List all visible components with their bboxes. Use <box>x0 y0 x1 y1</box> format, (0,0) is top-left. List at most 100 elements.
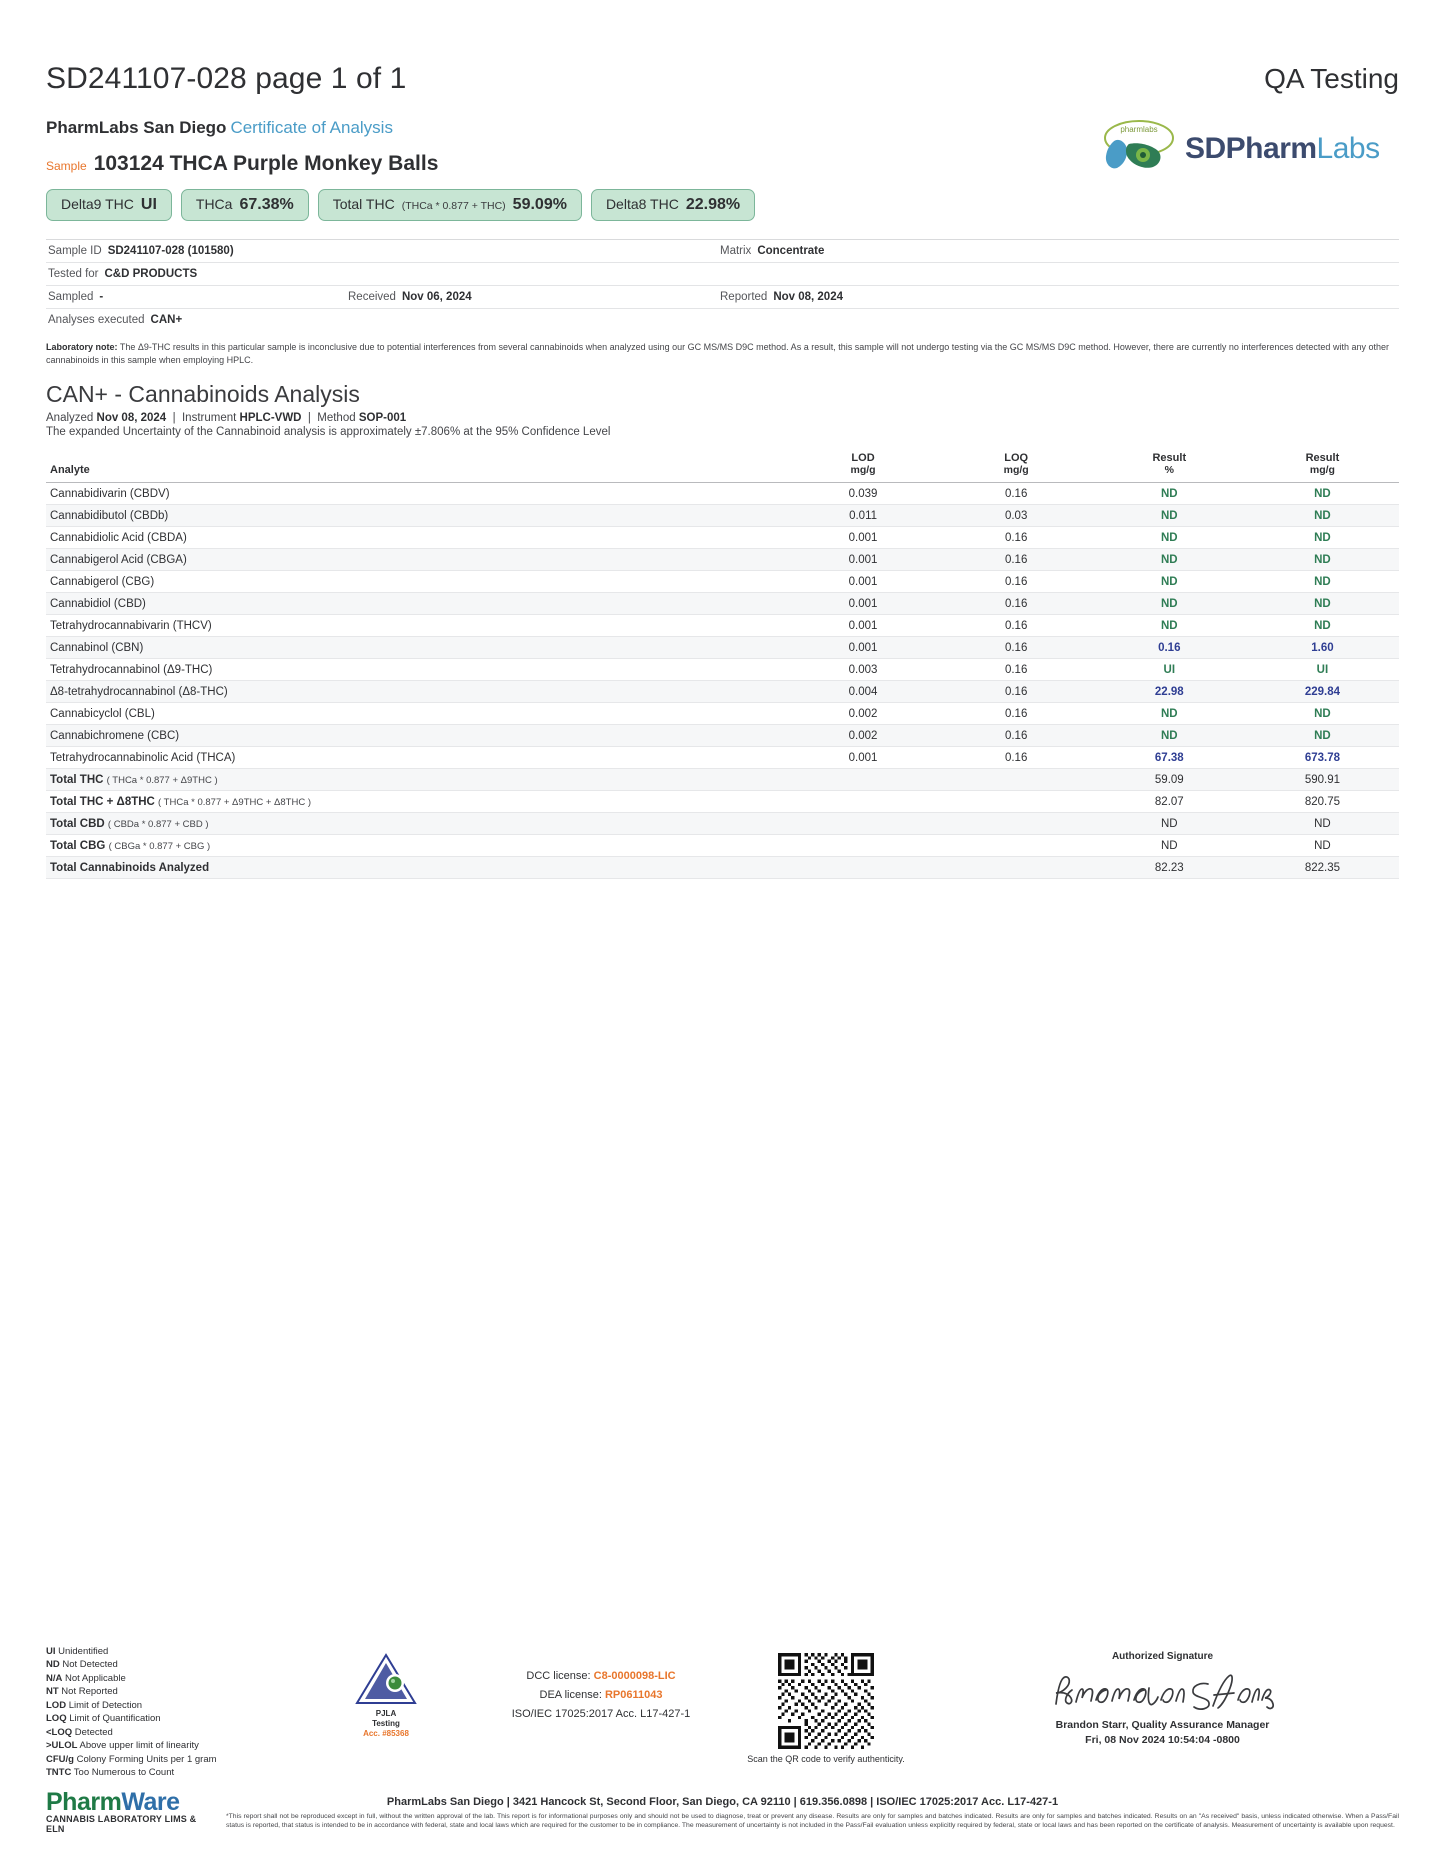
logo-word-labs: Labs <box>1316 132 1381 165</box>
cell-loq: 0.16 <box>939 702 1093 726</box>
qr-code-icon[interactable] <box>778 1652 874 1749</box>
cell-analyte: Cannabichromene (CBC) <box>46 724 787 748</box>
legend-abbr: N/A <box>46 1672 63 1684</box>
pjla-accreditation: PJLA Testing Acc. #85368 <box>296 1645 476 1738</box>
cell-result-percent: UI <box>1092 658 1246 682</box>
sample-tag: Sample <box>46 159 87 173</box>
table-row: Cannabicyclol (CBL) 0.002 0.16 ND ND <box>46 702 1399 726</box>
badge-value: UI <box>140 196 157 213</box>
cell-lod: 0.002 <box>786 724 940 748</box>
legend-item: LOD Limit of Detection <box>46 1699 296 1712</box>
badge-label: THCa <box>195 196 233 212</box>
cell-result-mgg: ND <box>1245 548 1399 572</box>
qr-caption: Scan the QR code to verify authenticity. <box>747 1753 905 1764</box>
dcc-license-row: DCC license: C8-0000098-LIC <box>476 1667 726 1686</box>
table-row: Cannabidiol (CBD) 0.001 0.16 ND ND <box>46 592 1399 616</box>
legend-item: <LOQ Detected <box>46 1726 296 1739</box>
cell-loq: 0.16 <box>939 614 1093 638</box>
table-row: Δ8-tetrahydrocannabinol (Δ8-THC) 0.004 0.1… <box>46 680 1399 704</box>
cell-lod <box>786 790 940 814</box>
legend-desc: Above upper limit of linearity <box>77 1740 199 1752</box>
legend-abbr: LOD <box>46 1699 67 1711</box>
badge-total-thc: Total THC (THCa * 0.877 + THC) 59.09% <box>317 189 582 221</box>
legend-item: TNTC Too Numerous to Count <box>46 1766 296 1779</box>
matrix-label: Matrix <box>720 245 752 257</box>
table-row: Cannabidivarin (CBDV) 0.039 0.16 ND ND <box>46 482 1399 506</box>
cell-total-label: Total THC + Δ8THC ( THCa * 0.877 + Δ9THC… <box>46 790 787 814</box>
cell-loq <box>939 834 1093 858</box>
lab-name-line: PharmLabs San Diego Certificate of Analys… <box>46 118 1399 138</box>
sample-id-label: Sample ID <box>48 245 102 257</box>
cell-lod: 0.001 <box>786 526 940 550</box>
pjla-sub: Testing <box>372 1718 400 1728</box>
dea-license-row: DEA license: RP0611043 <box>476 1686 726 1705</box>
result-mgg-label: Result <box>1305 452 1340 465</box>
legend-abbr: CFU/g <box>46 1753 74 1765</box>
cell-total-label: Total CBG ( CBGa * 0.877 + CBG ) <box>46 834 787 858</box>
cell-result-percent: ND <box>1092 702 1246 726</box>
pharmware-word-pharm: Pharm <box>46 1788 122 1816</box>
cell-lod <box>786 856 940 880</box>
legend-item: N/A Not Applicable <box>46 1672 296 1685</box>
table-total-row: Total THC ( THCa * 0.877 + Δ9THC ) 59.09 5… <box>46 768 1399 792</box>
cell-total-label: Total THC ( THCa * 0.877 + Δ9THC ) <box>46 768 787 792</box>
legend-desc: Detected <box>72 1726 113 1738</box>
cell-result-percent: 59.09 <box>1092 768 1246 792</box>
cell-result-percent: ND <box>1092 482 1246 506</box>
pjla-name: PJLA Testing <box>372 1709 400 1729</box>
pharmware-word-ware: Ware <box>121 1788 180 1816</box>
legend-desc: Too Numerous to Count <box>71 1767 175 1779</box>
laboratory-note-text: The Δ9-THC results in this particular sa… <box>46 342 1389 366</box>
legend-item: UI Unidentified <box>46 1645 296 1658</box>
cell-result-percent: ND <box>1092 724 1246 748</box>
legend-abbr: TNTC <box>46 1767 72 1779</box>
legend-desc: Limit of Quantification <box>66 1713 161 1725</box>
table-total-row: Total CBD ( CBDa * 0.877 + CBD ) ND ND <box>46 812 1399 836</box>
cell-result-percent: ND <box>1092 548 1246 572</box>
legend-abbr: >ULOL <box>46 1740 78 1752</box>
document-id: SD241107-028 page 1 of 1 <box>46 62 407 95</box>
instrument-label: Instrument <box>181 412 237 425</box>
cell-result-mgg: 820.75 <box>1245 790 1399 814</box>
table-row: Cannabidibutol (CBDb) 0.011 0.03 ND ND <box>46 504 1399 528</box>
analyzed-value: Nov 08, 2024 <box>96 412 167 425</box>
cell-lod: 0.001 <box>786 636 940 660</box>
column-header-analyte: Analyte <box>46 448 787 484</box>
top-header: SD241107-028 page 1 of 1 QA Testing <box>46 0 1399 96</box>
cell-lod: 0.003 <box>786 658 940 682</box>
cell-result-percent: ND <box>1092 834 1246 858</box>
cell-result-mgg: ND <box>1245 812 1399 836</box>
cell-result-percent: ND <box>1092 526 1246 550</box>
dcc-license-label: DCC license: <box>526 1669 591 1682</box>
result-mgg-unit: mg/g <box>1309 464 1335 477</box>
cell-result-percent: ND <box>1092 812 1246 836</box>
meta-row-sample-id: Sample ID SD241107-028 (101580) Matrix Con… <box>46 240 1399 263</box>
table-grand-total-row: Total Cannabinoids Analyzed 82.23 822.35 <box>46 856 1399 880</box>
cell-loq <box>939 768 1093 792</box>
received-value: Nov 06, 2024 <box>401 291 472 303</box>
legend-abbr: ND <box>46 1659 60 1671</box>
table-row: Tetrahydrocannabinolic Acid (THCA) 0.001 0… <box>46 746 1399 770</box>
table-row: Cannabigerol (CBG) 0.001 0.16 ND ND <box>46 570 1399 594</box>
dea-license-label: DEA license: <box>539 1689 602 1702</box>
cell-analyte: Cannabigerol Acid (CBGA) <box>46 548 787 572</box>
badge-delta9-thc: Delta9 THC UI <box>46 189 172 221</box>
cell-analyte: Tetrahydrocannabinolic Acid (THCA) <box>46 746 787 770</box>
legend-item: >ULOL Above upper limit of linearity <box>46 1739 296 1752</box>
cell-loq: 0.16 <box>939 570 1093 594</box>
cell-result-mgg: ND <box>1245 570 1399 594</box>
cell-lod: 0.039 <box>786 482 940 506</box>
cell-total-label: Total CBD ( CBDa * 0.877 + CBD ) <box>46 812 787 836</box>
cell-lod: 0.011 <box>786 504 940 528</box>
cell-lod: 0.002 <box>786 702 940 726</box>
verification-qr[interactable]: Scan the QR code to verify authenticity. <box>726 1645 926 1764</box>
cell-loq: 0.16 <box>939 592 1093 616</box>
sampled-label: Sampled <box>48 291 94 303</box>
cell-result-mgg: 1.60 <box>1245 636 1399 660</box>
cell-lod <box>786 812 940 836</box>
legend-abbr: <LOQ <box>46 1726 73 1738</box>
sample-line: Sample 103124 THCA Purple Monkey Balls <box>46 152 1399 176</box>
signature-block: Authorized Signature <box>926 1645 1399 1748</box>
potency-badges: Delta9 THC UI THCa 67.38% Total THC (THC… <box>46 189 1399 221</box>
cell-analyte: Cannabigerol (CBG) <box>46 570 787 594</box>
